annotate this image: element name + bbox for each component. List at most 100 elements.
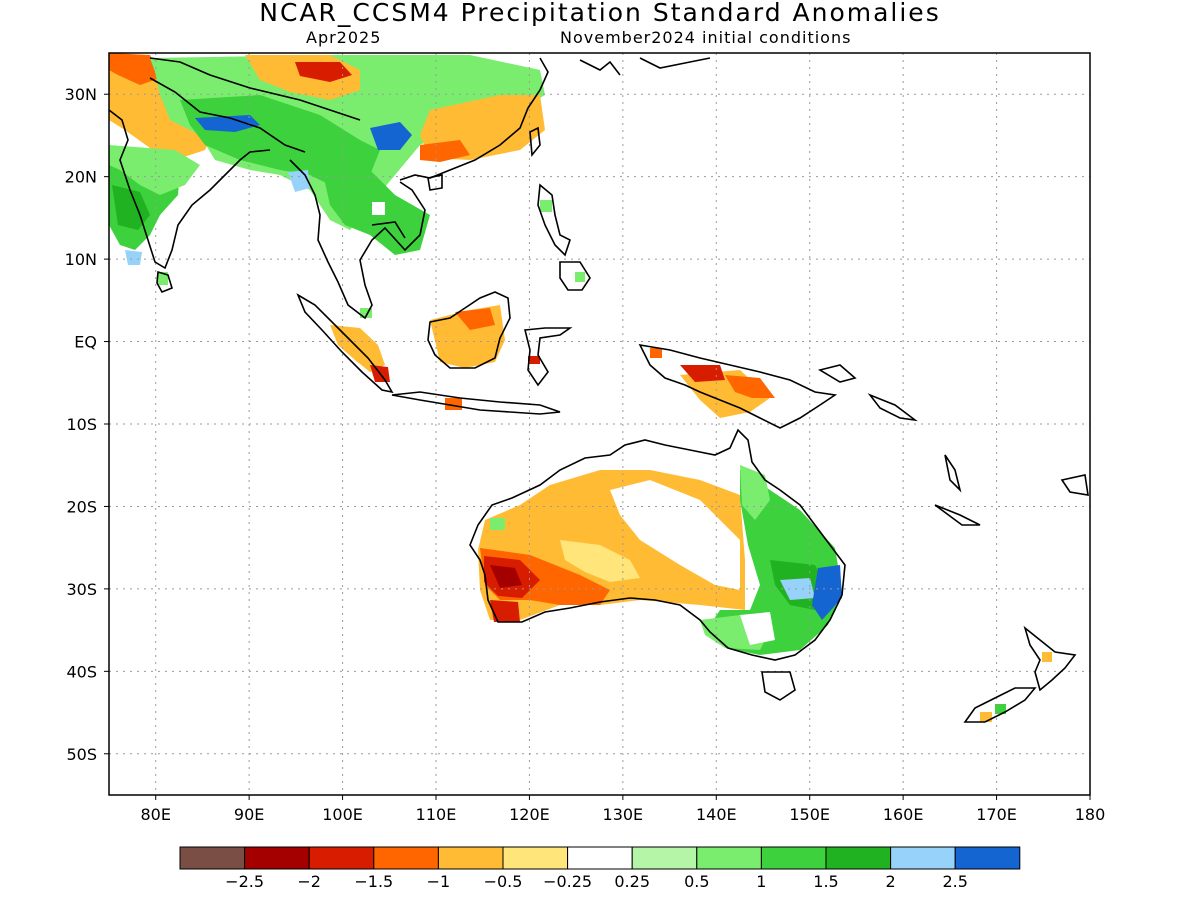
lon-tick-label: 140E xyxy=(696,805,737,824)
border-himalaya xyxy=(149,77,306,153)
coast-newcaledonia xyxy=(934,504,981,526)
coast-tasmania xyxy=(761,671,796,701)
colorbar-label: −2 xyxy=(297,872,321,891)
field-aus-white xyxy=(610,480,740,590)
coast-indochina xyxy=(289,159,426,320)
lat-tick-label: 20S xyxy=(66,497,97,516)
lon-tick-label: 110E xyxy=(416,805,457,824)
coast-java xyxy=(391,391,561,415)
colorbar-swatch xyxy=(502,846,569,870)
lat-tick-label: 40S xyxy=(66,662,97,681)
field-china-blue xyxy=(370,122,412,150)
coast-gulf-thailand xyxy=(371,221,406,239)
lat-tick-label: EQ xyxy=(74,333,97,352)
coast-nz-north xyxy=(1023,625,1077,692)
lon-tick-label: 160E xyxy=(883,805,924,824)
lon-tick-label: 80E xyxy=(140,805,170,824)
field-borneo-darkorange xyxy=(455,308,495,330)
lat-tick-label: 10S xyxy=(66,415,97,434)
coast-mindanao xyxy=(559,261,591,291)
field-nz-orange xyxy=(1042,652,1052,662)
colorbar-swatch xyxy=(760,846,827,870)
colorbar-swatch xyxy=(954,846,1021,870)
field-tibet-red xyxy=(295,62,352,82)
field-india-red xyxy=(109,53,160,85)
field-aus-yellow xyxy=(560,540,640,582)
field-png-red xyxy=(680,365,725,382)
map-title: NCAR_CCSM4 Precipitation Standard Anomal… xyxy=(259,0,941,27)
field-aus-maroon xyxy=(490,565,522,588)
lon-tick-label: 90E xyxy=(234,805,264,824)
coast-srilanka xyxy=(156,270,173,294)
coast-sulawesi xyxy=(523,327,573,387)
coast-vanuatu xyxy=(944,454,962,493)
coast-taiwan xyxy=(529,126,541,158)
colorbar-swatch xyxy=(308,846,375,870)
coast-newbritain xyxy=(817,364,857,383)
colorbar-label: 0.25 xyxy=(614,872,650,891)
coast-sumatra xyxy=(296,293,394,394)
colorbar-swatch xyxy=(437,846,504,870)
graticule xyxy=(109,53,1090,795)
coast-luzon xyxy=(537,183,571,257)
colorbar-swatch xyxy=(244,846,310,870)
field-philippines-green xyxy=(540,200,552,212)
axis-ticks: 30N 20N 10N EQ 10S 20S 30S 40S 50S 80E 90E 100E 110E… xyxy=(65,85,1106,824)
colorbar-swatch xyxy=(890,846,956,870)
colorbar-label: −2.5 xyxy=(225,872,264,891)
field-aus-sw-red xyxy=(490,600,520,622)
border-china xyxy=(149,57,361,121)
lat-tick-label: 30N xyxy=(65,85,97,104)
lat-tick-label: 50S xyxy=(66,745,97,764)
field-srilanka-green xyxy=(158,272,168,285)
colorbar-label: 2 xyxy=(886,872,896,891)
coast-japan xyxy=(639,57,711,69)
field-aus-nw-green xyxy=(490,518,505,530)
colorbar-label: 2.5 xyxy=(942,872,967,891)
field-china-red xyxy=(420,140,470,162)
field-png-darkorange xyxy=(725,375,775,398)
colorbar-swatch xyxy=(696,846,762,870)
colorbar-label: 0.5 xyxy=(684,872,709,891)
field-png-east xyxy=(650,348,662,358)
colorbar-label: 1.5 xyxy=(813,872,838,891)
field-aus-blue xyxy=(812,565,842,620)
colorbar-label: 1 xyxy=(756,872,766,891)
colorbar-swatch xyxy=(373,846,439,870)
field-thai-white xyxy=(372,202,385,215)
field-nz-orange2 xyxy=(980,712,992,722)
field-india-blue xyxy=(125,250,142,265)
colorbar-label: −1.5 xyxy=(354,872,393,891)
field-sulawesi-red xyxy=(528,356,540,364)
coast-hainan xyxy=(427,174,443,191)
coast-fiji xyxy=(1060,474,1089,496)
coast-newguinea xyxy=(638,343,838,429)
coastlines xyxy=(109,57,1089,723)
colorbar-swatch xyxy=(179,846,246,870)
colorbar-swatch xyxy=(825,846,892,870)
colorbar-swatch xyxy=(631,846,698,870)
anomaly-fields xyxy=(109,53,1052,722)
lat-tick-label: 30S xyxy=(66,580,97,599)
colorbar-label: −1 xyxy=(427,872,451,891)
lat-tick-label: 10N xyxy=(65,250,97,269)
lon-tick-label: 130E xyxy=(603,805,644,824)
field-himalaya-blue xyxy=(195,115,260,132)
initial-conditions-label: November2024 initial conditions xyxy=(560,28,852,47)
coast-solomons xyxy=(867,393,918,422)
lon-tick-label: 150E xyxy=(789,805,830,824)
coast-borneo xyxy=(427,291,511,369)
target-month-label: Apr2025 xyxy=(306,28,382,47)
coast-korea xyxy=(579,59,621,76)
colorbar-label: −0.25 xyxy=(543,872,592,891)
lon-tick-label: 100E xyxy=(322,805,363,824)
coast-nz-south xyxy=(963,687,1037,723)
colorbar-swatch xyxy=(567,846,633,870)
coast-china xyxy=(399,57,549,181)
field-aus-lightblue xyxy=(780,578,815,600)
lon-tick-label: 120E xyxy=(509,805,550,824)
lon-tick-label: 170E xyxy=(976,805,1017,824)
coast-australia xyxy=(469,428,846,661)
field-india-lightgreen xyxy=(109,145,200,195)
